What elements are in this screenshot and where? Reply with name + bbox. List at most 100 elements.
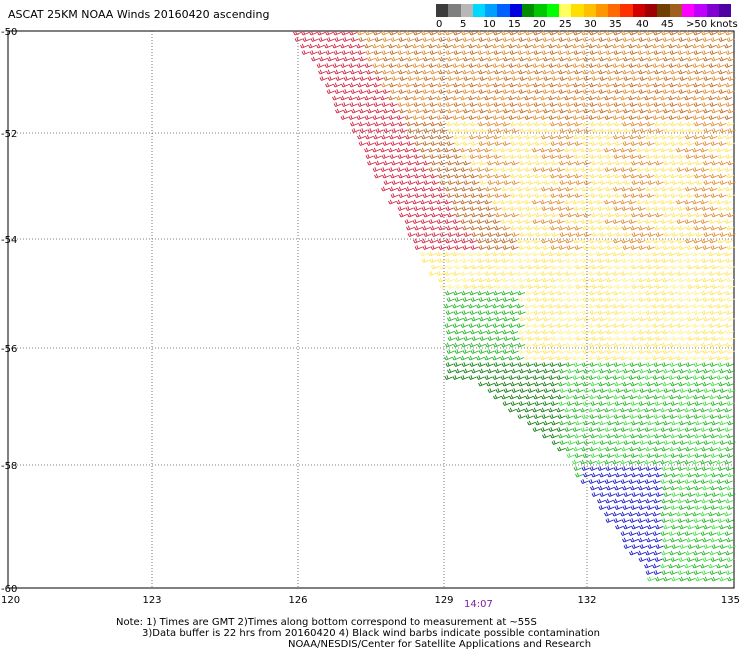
wind-barb — [548, 199, 557, 205]
wind-barb — [532, 323, 541, 328]
wind-barb — [396, 199, 405, 205]
wind-barb — [726, 297, 735, 302]
wind-barb — [703, 76, 712, 81]
wind-barb — [628, 407, 637, 413]
wind-barb — [478, 173, 487, 179]
wind-barb — [639, 544, 648, 549]
wind-barb — [692, 375, 701, 380]
wind-barb — [511, 368, 520, 374]
wind-barb — [597, 102, 606, 107]
wind-barb — [652, 479, 661, 484]
wind-barb — [484, 375, 493, 380]
wind-barb — [607, 180, 616, 185]
wind-barb — [708, 167, 717, 172]
wind-barb — [692, 511, 701, 517]
wind-barb — [510, 37, 519, 42]
wind-barb — [414, 121, 423, 127]
wind-barb — [590, 297, 599, 302]
wind-barb — [629, 518, 638, 523]
wind-barb — [628, 511, 637, 517]
wind-barb — [708, 43, 717, 49]
wind-barb — [469, 102, 478, 107]
wind-barb — [718, 401, 727, 406]
wind-barb — [446, 193, 455, 198]
wind-barb — [676, 563, 685, 569]
wind-barb — [719, 76, 728, 81]
wind-barb — [525, 134, 534, 140]
wind-barb — [678, 433, 687, 439]
wind-barb — [532, 199, 541, 205]
wind-barb — [503, 284, 512, 289]
wind-barb — [437, 258, 446, 263]
wind-barb — [460, 43, 469, 49]
wind-barb — [679, 544, 688, 549]
wind-barb — [461, 82, 470, 88]
wind-barb — [415, 180, 424, 185]
wind-barb — [670, 121, 679, 127]
wind-barb — [662, 401, 671, 406]
wind-barb — [557, 30, 566, 36]
wind-barb — [684, 459, 693, 465]
wind-barb — [596, 63, 605, 68]
wind-barb — [678, 277, 687, 283]
wind-barb — [710, 537, 719, 543]
wind-barb — [636, 63, 645, 68]
wind-barb — [671, 492, 680, 497]
wind-barb — [670, 297, 679, 302]
wind-barb — [622, 121, 631, 127]
wind-barb — [686, 37, 695, 42]
wind-barb — [647, 212, 656, 218]
wind-barb — [566, 89, 575, 94]
wind-barb — [620, 199, 629, 205]
wind-barb — [726, 193, 735, 198]
wind-barb — [503, 336, 512, 341]
wind-barb — [647, 316, 656, 322]
wind-barb — [639, 212, 648, 218]
wind-barb — [541, 50, 550, 55]
wind-barb — [503, 232, 512, 237]
colorbar-swatch — [509, 4, 523, 17]
wind-barb — [623, 128, 632, 133]
wind-barb — [390, 141, 399, 146]
wind-barb — [582, 121, 591, 127]
wind-barb — [540, 323, 549, 328]
wind-barb — [564, 251, 573, 257]
wind-barb — [453, 154, 462, 159]
wind-barb — [654, 537, 663, 543]
wind-barb — [685, 414, 694, 419]
wind-barb — [709, 154, 718, 159]
wind-barb — [557, 102, 566, 107]
wind-barb — [620, 303, 629, 309]
wind-barb — [614, 69, 623, 75]
wind-barb — [460, 147, 469, 153]
wind-barb — [446, 69, 455, 75]
wind-barb — [583, 128, 592, 133]
wind-barb — [718, 141, 727, 146]
wind-barb — [701, 258, 710, 263]
wind-barb — [598, 173, 607, 179]
wind-barb — [612, 355, 621, 361]
wind-barb — [519, 232, 528, 237]
wind-barb — [628, 115, 637, 120]
wind-barb — [653, 134, 662, 140]
wind-barb — [646, 225, 655, 231]
wind-barb — [596, 355, 605, 361]
wind-barb — [661, 50, 670, 55]
wind-barb — [534, 329, 543, 335]
wind-barb — [668, 427, 677, 432]
wind-barb — [445, 310, 454, 315]
wind-barb — [452, 95, 461, 101]
wind-barb — [509, 82, 518, 88]
wind-barb — [686, 381, 695, 387]
wind-barb — [655, 524, 664, 530]
wind-barb — [422, 37, 431, 42]
wind-barb — [413, 206, 422, 211]
wind-barb — [509, 310, 518, 315]
wind-barb — [455, 264, 464, 270]
wind-barb — [703, 108, 712, 114]
wind-barb — [511, 316, 520, 322]
wind-barb — [653, 570, 662, 575]
wind-barb — [727, 316, 736, 322]
wind-barb — [646, 329, 655, 335]
wind-barb — [671, 544, 680, 549]
